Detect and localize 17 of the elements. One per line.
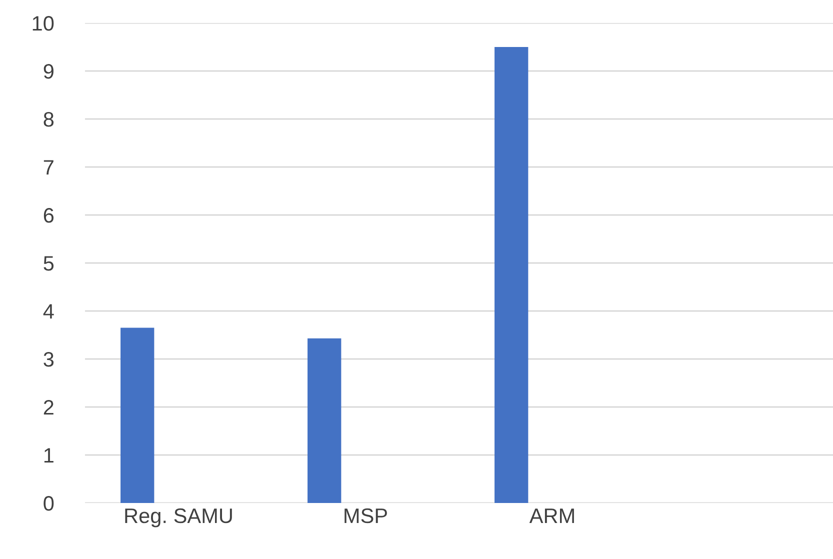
y-tick-label: 9 (44, 64, 54, 79)
y-tick-label: 8 (44, 112, 54, 127)
x-tick-label: MSP (344, 508, 387, 524)
y-tick-label: 7 (44, 160, 54, 175)
y-tick-label: 5 (44, 256, 54, 271)
x-tick-label: Reg. SAMU (125, 508, 232, 528)
y-tick-label: 6 (44, 208, 54, 223)
x-tick-label: ARM (529, 508, 574, 523)
bar (494, 47, 528, 503)
y-tick-label: 10 (32, 16, 54, 31)
y-tick-label: 0 (44, 496, 54, 511)
y-tick-label: 1 (44, 448, 54, 463)
bar (308, 338, 342, 503)
y-tick-label: 2 (44, 400, 54, 415)
y-tick-label: 3 (44, 352, 54, 367)
y-tick-label: 4 (43, 304, 54, 319)
bar (120, 328, 154, 503)
